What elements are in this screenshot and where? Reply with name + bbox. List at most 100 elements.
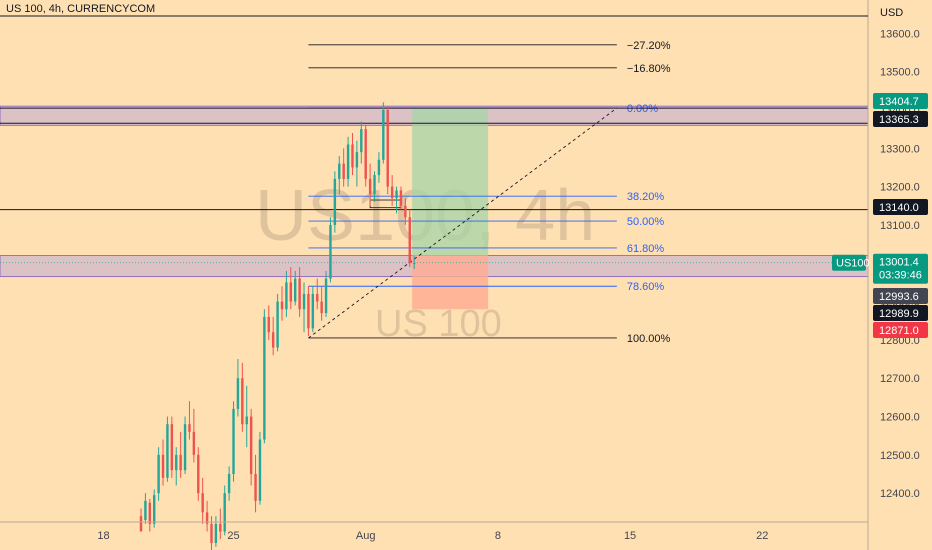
- fibonacci-retracement[interactable]: −27.20% −16.80% 0.00% 38.20% 50.00% 61.80% 78.…: [308, 40, 671, 345]
- x-tick-label-2: Aug: [356, 530, 376, 542]
- price-badge-2: [873, 199, 928, 215]
- price-badge-5: [873, 322, 928, 338]
- candle-body: [188, 424, 191, 432]
- long-position-tool[interactable]: [369, 108, 489, 310]
- candle-body: [382, 109, 385, 160]
- x-tick-label-3: 8: [495, 530, 501, 542]
- candle-body: [148, 502, 152, 524]
- candle-body: [386, 109, 389, 187]
- last-price-value: 13001.4: [879, 257, 919, 269]
- chart-title: US 100, 4h, CURRENCYCOM: [6, 3, 155, 15]
- candle-body: [227, 474, 231, 494]
- y-tick-label-12: 13600.0: [880, 28, 920, 40]
- candle-body: [368, 178, 372, 195]
- candle-body: [412, 262, 416, 264]
- candle-body: [342, 163, 345, 179]
- candle-body: [170, 424, 174, 471]
- fib-label-1: −16.80%: [627, 63, 671, 75]
- candle-body: [311, 293, 315, 329]
- price-badge-label-5: 12871.0: [879, 325, 919, 337]
- candle-body: [139, 516, 143, 532]
- candle-body: [205, 512, 209, 524]
- last-price-countdown: 03:39:46: [879, 270, 922, 282]
- candle-body: [395, 190, 398, 199]
- candle-body: [214, 523, 218, 543]
- price-badge-label-2: 13140.0: [879, 202, 919, 214]
- profit-zone: [412, 108, 489, 256]
- candle-body: [338, 163, 341, 179]
- x-tick-label-0: 18: [97, 530, 109, 542]
- y-tick-label-2: 12600.0: [880, 412, 920, 424]
- candle-body: [377, 159, 381, 176]
- fib-trend-line: [308, 107, 618, 339]
- candle-body: [404, 205, 407, 218]
- candle-body: [245, 416, 248, 425]
- fib-label-4: 50.00%: [627, 216, 665, 228]
- symbol-tag-label: US100: [836, 258, 870, 270]
- candle-body: [351, 144, 354, 168]
- price-badges: 13404.7 13365.3 13140.0 12993.6 12989.9 12871…: [832, 93, 928, 338]
- candle-body: [360, 129, 363, 153]
- candle-body: [373, 175, 376, 195]
- candle-body: [223, 493, 226, 532]
- last-price-badge: [873, 253, 928, 284]
- candle-body: [197, 454, 200, 494]
- horizontal-lines: [0, 107, 868, 264]
- candle-body: [329, 224, 332, 279]
- fib-label-7: 100.00%: [627, 333, 671, 345]
- candle-body: [210, 523, 213, 543]
- candle-body: [276, 301, 279, 348]
- candle-body: [320, 301, 323, 314]
- price-badge-3: [873, 288, 928, 304]
- y-tick-label-1: 12500.0: [880, 450, 920, 462]
- candle-body: [258, 439, 262, 501]
- candle-body: [175, 454, 178, 471]
- stop-loss-zone: [412, 255, 489, 310]
- x-tick-label-4: 15: [624, 530, 636, 542]
- candle-body: [249, 416, 253, 475]
- x-tick-label-5: 22: [756, 530, 768, 542]
- candle-body: [408, 217, 411, 264]
- candle-body: [285, 282, 288, 310]
- candle-body: [333, 178, 337, 225]
- candle-body: [157, 454, 160, 494]
- candle-body: [293, 278, 297, 302]
- candle-body: [390, 186, 394, 199]
- candle-body: [192, 431, 196, 455]
- price-badge-label-4: 12989.9: [879, 308, 919, 320]
- candle-body: [316, 293, 319, 302]
- time-axis[interactable]: 18 25 Aug 8 15 22: [97, 530, 768, 542]
- candle-body: [236, 378, 240, 409]
- currency-label: USD: [880, 7, 903, 19]
- candle-body: [201, 493, 204, 513]
- y-tick-label-8: 13200.0: [880, 182, 920, 194]
- candle-body: [232, 408, 235, 475]
- candle-body: [219, 523, 222, 532]
- candle-body: [324, 278, 328, 314]
- y-tick-label-9: 13300.0: [880, 143, 920, 155]
- fib-label-3: 38.20%: [627, 191, 665, 203]
- y-tick-label-0: 12400.0: [880, 488, 920, 500]
- candle-body: [267, 316, 270, 333]
- candle-body: [346, 144, 350, 179]
- y-tick-label-7: 13100.0: [880, 220, 920, 232]
- candle-body: [289, 282, 293, 302]
- price-badge-4: [873, 305, 928, 321]
- candle-body: [355, 152, 359, 168]
- fib-label-2: 0.00%: [627, 103, 658, 115]
- candle-body: [263, 316, 266, 440]
- candle-body: [144, 500, 147, 520]
- candle-body: [179, 454, 182, 471]
- watermark-secondary: US 100: [375, 303, 502, 345]
- y-tick-label-11: 13500.0: [880, 67, 920, 79]
- candle-body: [399, 190, 403, 206]
- fib-label-0: −27.20%: [627, 40, 671, 52]
- candle-body: [302, 293, 306, 310]
- candle-body: [183, 424, 187, 471]
- candle-body: [153, 495, 156, 524]
- price-badge-label-3: 12993.6: [879, 291, 919, 303]
- fib-label-5: 61.80%: [627, 243, 665, 255]
- fib-label-6: 78.60%: [627, 281, 665, 293]
- price-badge-1: [873, 111, 928, 127]
